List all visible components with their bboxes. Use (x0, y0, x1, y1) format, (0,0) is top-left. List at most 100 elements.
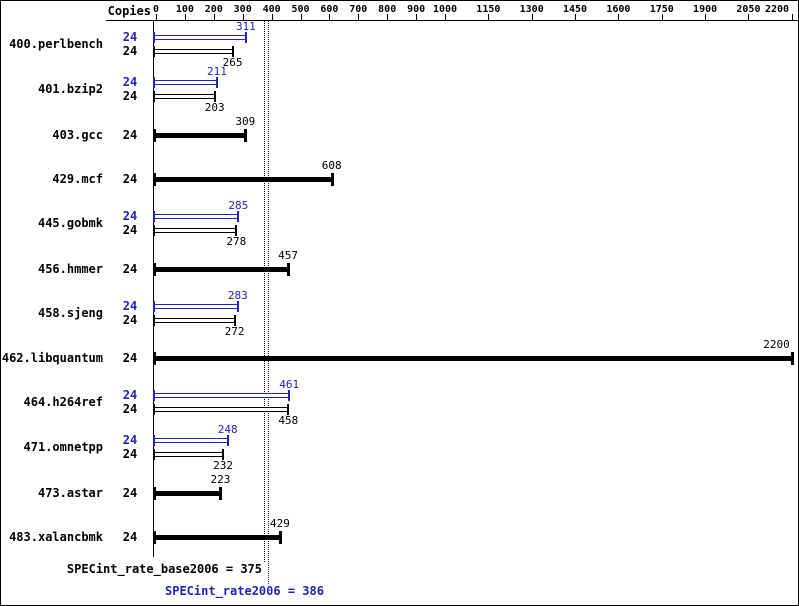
copies-value: 24 (122, 485, 138, 500)
peak-bar (154, 437, 228, 443)
benchmark-label: 462.libquantum (1, 351, 103, 366)
bar-start-cap (153, 90, 155, 102)
bar-start-cap (153, 314, 155, 326)
peak-bar (154, 79, 217, 85)
x-axis-tick (618, 14, 619, 20)
benchmark-label: 400.perlbench (9, 37, 103, 51)
copies-value: 24 (122, 44, 138, 58)
x-axis-tick (301, 14, 302, 20)
base-bar (154, 356, 792, 362)
base-value-label: 278 (226, 235, 247, 248)
x-axis-tick (185, 14, 186, 20)
copies-value: 24 (122, 127, 138, 142)
peak-value-label: 283 (227, 288, 248, 302)
base-value-label: 265 (222, 56, 243, 69)
bar-start-cap (153, 76, 155, 88)
base-bar (154, 228, 237, 233)
base-bar (154, 535, 280, 541)
bar-end-cap (278, 531, 282, 545)
bar-start-cap (153, 211, 155, 222)
x-axis-tick (387, 14, 388, 20)
base-value-label: 232 (213, 458, 233, 472)
bar-start-cap (153, 352, 156, 366)
base-value-label: 608 (321, 159, 342, 173)
base-bar (154, 49, 233, 54)
x-axis-tick (532, 14, 533, 20)
peak-bar (154, 393, 290, 398)
x-axis-tick (156, 14, 157, 20)
peak-value-label: 211 (207, 64, 227, 78)
x-axis-tick-label: 1300 (519, 4, 544, 15)
x-axis-tick (792, 14, 793, 20)
peak-value-label: 461 (279, 378, 300, 391)
copies-value: 24 (122, 402, 138, 416)
x-axis-tick (575, 14, 576, 20)
x-axis-tick-label: 500 (291, 4, 310, 15)
base-value-label: 223 (210, 472, 231, 486)
copies-value: 24 (122, 74, 138, 89)
x-axis-tick (329, 14, 330, 20)
base-value-label: 309 (235, 114, 256, 128)
bar-start-cap (153, 173, 156, 187)
x-axis-line (106, 20, 798, 21)
copies-value: 24 (122, 209, 138, 223)
bar-end-cap (288, 390, 291, 401)
bar-end-cap (330, 173, 334, 187)
x-axis-tick (748, 14, 749, 20)
benchmark-label: 401.bzip2 (37, 81, 103, 96)
benchmark-label: 403.gcc (52, 127, 103, 142)
peak-value-label: 285 (228, 199, 249, 212)
bar-end-cap (287, 404, 290, 415)
peak-bar (154, 303, 238, 309)
bar-end-cap (219, 486, 223, 500)
bar-start-cap (153, 404, 155, 415)
bar-end-cap (231, 46, 234, 57)
copies-value: 24 (122, 388, 138, 402)
bar-end-cap (235, 225, 238, 236)
copies-value: 24 (122, 261, 138, 276)
benchmark-label: 445.gobmk (37, 216, 103, 230)
bar-start-cap (153, 32, 155, 43)
benchmark-label: 483.xalancbmk (9, 530, 103, 545)
x-axis-tick (243, 14, 244, 20)
bar-start-cap (153, 486, 156, 500)
x-axis-tick-label: 300 (233, 4, 252, 15)
bar-end-cap (790, 352, 794, 366)
base-bar (154, 93, 215, 99)
copies-value: 24 (122, 172, 138, 187)
bar-start-cap (153, 531, 156, 545)
base-bar (154, 177, 332, 183)
copies-value: 24 (122, 312, 138, 327)
x-axis-tick-label: 1000 (432, 4, 458, 15)
bar-end-cap (244, 32, 247, 43)
base-reference-line (264, 21, 265, 562)
x-axis-tick (416, 14, 417, 20)
bar-end-cap (222, 448, 225, 460)
x-axis-tick-label: 1450 (563, 4, 588, 15)
benchmark-label: 458.sjeng (37, 305, 103, 320)
copies-value: 24 (122, 432, 138, 447)
benchmark-label: 473.astar (37, 485, 103, 500)
copies-value: 24 (122, 30, 138, 44)
copies-value: 24 (122, 88, 138, 103)
x-axis-tick-label: 100 (175, 4, 194, 15)
base-value-label: 272 (224, 324, 245, 338)
x-axis-tick-label: 200 (204, 4, 223, 15)
bar-start-cap (153, 434, 155, 446)
base-value-label: 203 (204, 100, 225, 114)
peak-bar (154, 35, 246, 40)
benchmark-label: 429.mcf (52, 172, 103, 187)
bar-end-cap (244, 128, 248, 142)
x-axis-tick-label: 1150 (476, 4, 501, 15)
base-value-label: 458 (278, 414, 299, 427)
x-axis-tick-label: 0 (152, 4, 160, 15)
y-axis-line (153, 20, 154, 557)
copies-value: 24 (122, 446, 138, 461)
x-axis-tick-label: 1900 (693, 4, 718, 15)
x-axis-tick (358, 14, 359, 20)
benchmark-label: 464.h264ref (23, 395, 103, 409)
base-bar (154, 490, 221, 496)
x-axis-tick (488, 14, 489, 20)
bar-end-cap (213, 90, 216, 102)
